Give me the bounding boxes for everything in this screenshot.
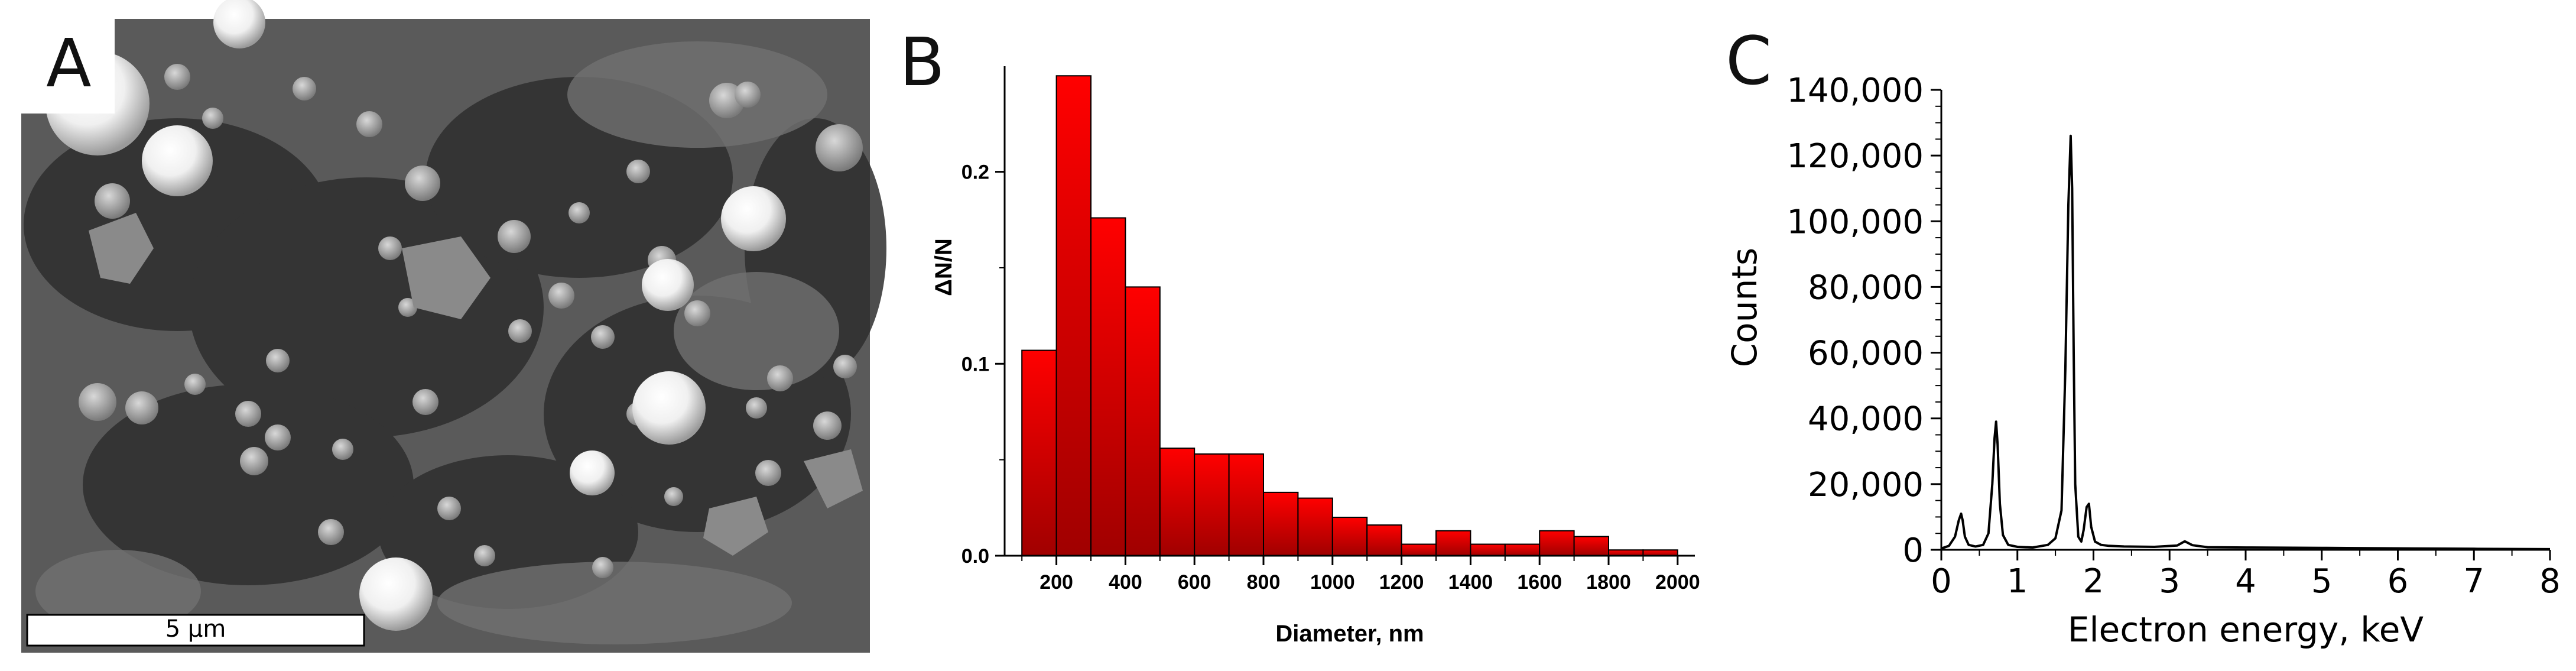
x-tick-label: 800: [1247, 571, 1281, 594]
x-tick-label: 0: [1931, 562, 1952, 601]
histogram-bar: [1055, 75, 1092, 556]
y-tick-label: 140,000: [1786, 72, 1924, 110]
x-tick-label: 8: [2539, 562, 2561, 601]
histogram-bar: [1021, 349, 1057, 556]
y-tick-label: 0.0: [961, 545, 989, 568]
scale-bar-label: 5 µm: [165, 615, 226, 643]
histogram-bar: [1331, 517, 1368, 557]
x-tick-label: 2000: [1655, 571, 1700, 594]
histogram-bar: [1470, 543, 1506, 556]
x-tick-label: 1000: [1310, 571, 1355, 594]
histogram-bar: [1263, 491, 1299, 556]
histogram-bar: [1228, 453, 1265, 556]
x-tick-label: 6: [2387, 562, 2409, 601]
y-tick-label: 60,000: [1808, 335, 1924, 373]
histogram-bar: [1401, 543, 1437, 556]
x-axis-title: Electron energy, keV: [2068, 610, 2424, 650]
histogram-bar: [1366, 524, 1402, 556]
small-particles: [79, 64, 863, 589]
histogram-bar: [1159, 448, 1196, 557]
y-tick-label: 120,000: [1786, 137, 1924, 176]
histogram-bar: [1090, 217, 1126, 556]
histogram-bar: [1539, 530, 1575, 556]
spectrum-line: [1941, 134, 2551, 550]
x-axis-title: Diameter, nm: [1275, 621, 1424, 647]
histogram-chart: 200 400 600 800 1000 1200 1400 1600 1800 2000 0.0 0…: [931, 66, 1700, 647]
light-flat-regions: [35, 41, 839, 644]
y-tick-label: 80,000: [1808, 268, 1924, 307]
histogram-bar: [1573, 536, 1610, 557]
histogram-bar: [1125, 286, 1161, 556]
y-tick-label: 20,000: [1808, 466, 1924, 504]
x-tick-label: 1200: [1379, 571, 1424, 594]
y-tick-label: 40,000: [1808, 400, 1924, 439]
y-axis-title: ΔN/N: [931, 238, 957, 296]
y-tick-label: 0.1: [961, 353, 989, 375]
x-tick-label: 200: [1040, 571, 1073, 594]
x-tick-label: 1: [2007, 562, 2028, 601]
panel-letter-c: C: [1726, 23, 1772, 100]
panel-letter-b: B: [899, 24, 945, 101]
x-tick-label: 1600: [1517, 571, 1562, 594]
x-tick-label: 4: [2235, 562, 2256, 601]
histogram-bar: [1194, 453, 1230, 556]
panel-letter-a: A: [46, 25, 92, 102]
eds-spectrum-chart: 0 1 2 3 4 5 6 7 8 0 20,000 40,000 60,000 80,000 100,00…: [1724, 72, 2561, 650]
x-tick-label: 5: [2311, 562, 2333, 601]
y-tick-label: 100,000: [1786, 203, 1924, 241]
x-tick-label: 1800: [1586, 571, 1631, 594]
label-background: [21, 19, 115, 114]
y-tick-label: 0.2: [961, 161, 989, 184]
irregular-flakes: [89, 213, 863, 556]
x-tick-label: 1400: [1448, 571, 1493, 594]
x-tick-label: 3: [2159, 562, 2180, 601]
x-tick-label: 600: [1178, 571, 1211, 594]
x-tick-label: 2: [2083, 562, 2104, 601]
x-tick-label: 7: [2463, 562, 2484, 601]
y-axis-title: Counts: [1724, 248, 1765, 367]
x-tick-label: 400: [1109, 571, 1142, 594]
scale-bar: [26, 614, 365, 647]
histogram-bar: [1504, 543, 1541, 556]
y-tick-label: 0: [1902, 531, 1924, 570]
histogram-bar: [1435, 530, 1471, 556]
histogram-bar: [1297, 497, 1333, 557]
